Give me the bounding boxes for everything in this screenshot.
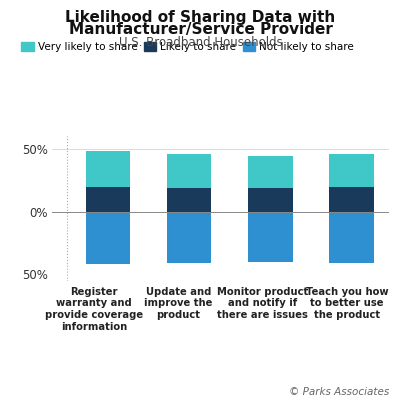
Text: Likelihood of Sharing Data with: Likelihood of Sharing Data with [65,10,336,25]
Text: U.S. Broadband Households: U.S. Broadband Households [119,36,282,49]
Text: © Parks Associates: © Parks Associates [289,387,389,397]
Bar [248,212,293,262]
Text: Monitor product
and notify if
there are issues: Monitor product and notify if there are … [217,287,308,320]
Bar [86,152,130,186]
Text: Manufacturer/Service Provider: Manufacturer/Service Provider [69,22,332,37]
Bar [167,212,211,263]
Legend: Very likely to share, Likely to share, Not likely to share: Very likely to share, Likely to share, N… [17,38,358,56]
Text: Update and
improve the
product: Update and improve the product [144,287,213,320]
Bar [86,186,130,212]
Bar [167,154,211,188]
Bar [167,188,211,212]
Bar [329,154,374,186]
Bar [248,188,293,212]
Bar [329,212,374,263]
Bar [329,186,374,212]
Text: Teach you how
to better use
the product: Teach you how to better use the product [306,287,388,320]
Text: Register
warranty and
provide coverage
information: Register warranty and provide coverage i… [45,287,143,332]
Bar [86,212,130,264]
Bar [248,156,293,188]
